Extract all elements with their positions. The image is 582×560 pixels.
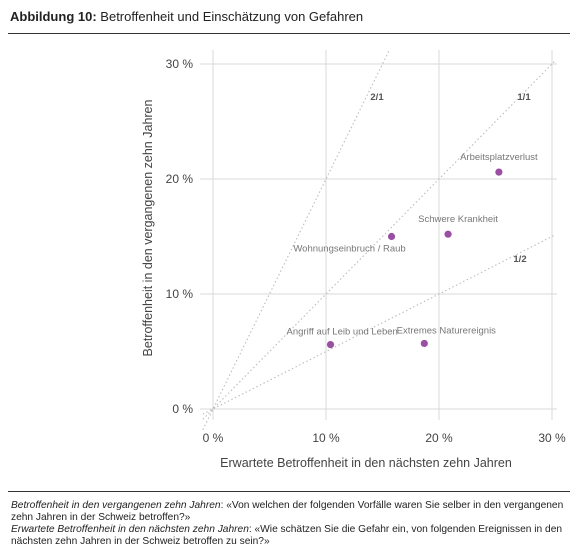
note-future-term: Erwartete Betroffenheit in den nächsten … [11,524,249,535]
note-past: Betroffenheit in den vergangenen zehn Ja… [11,500,571,524]
reference-label-1-1: 1/1 [517,92,531,103]
figure-title: Abbildung 10: Betroffenheit und Einschät… [10,9,363,24]
top-rule [8,33,570,34]
y-tick-label-20: 20 % [166,172,194,186]
y-tick-label-0: 0 % [172,402,193,416]
reference-label-1-2: 1/2 [513,254,526,265]
reference-line-1-2 [202,234,556,415]
x-axis-label: Erwartete Betroffenheit in den nächsten … [220,456,512,470]
reference-lines: 2/1 1/1 1/2 [202,49,556,430]
data-point-label-4: Extremes Naturereignis [397,325,497,336]
bottom-rule [8,491,570,492]
x-tick-label-20: 20 % [425,431,453,445]
data-point-2 [444,230,452,238]
reference-label-2-1: 2/1 [370,92,384,103]
note-past-term: Betroffenheit in den vergangenen zehn Ja… [11,500,221,511]
data-point-label-5: Angriff auf Leib und Leben [287,327,398,338]
note-future: Erwartete Betroffenheit in den nächsten … [11,524,571,548]
figure-label: Abbildung 10: [10,9,97,24]
data-point-label-1: Arbeitsplatzverlust [460,152,538,163]
reference-line-1-1 [202,60,556,420]
y-tick-label-10: 10 % [166,287,194,301]
tick-labels: 0 % 10 % 20 % 30 % 0 % 10 % 20 % 30 % [166,57,566,445]
x-tick-label-30: 30 % [538,431,566,445]
x-tick-label-0: 0 % [203,431,224,445]
data-point-5 [326,341,335,349]
data-point-label-2: Schwere Krankheit [418,214,498,225]
note-future-text: : «Wie schätzen Sie die Gefahr ein, von … [11,524,563,547]
y-tick-label-30: 30 % [166,57,194,71]
data-point-4 [420,339,428,348]
data-point-label-3: Wohnungseinbruch / Raub [293,244,405,255]
x-tick-label-10: 10 % [312,431,340,445]
data-point-3 [387,232,396,241]
data-point-1 [495,168,503,176]
reference-line-2-1 [202,49,390,430]
figure-title-text: Betroffenheit und Einschätzung von Gefah… [100,9,364,24]
y-axis-label: Betroffenheit in den vergangenen zehn Ja… [141,100,155,357]
chart-grid [200,50,557,420]
scatter-chart: 2/1 1/1 1/2 Arbeitsplatzverlust Schwere Kra… [141,49,566,470]
data-points: Arbeitsplatzverlust Schwere Krankheit Wohn… [287,152,538,349]
note-past-text: : «Von welchen der folgenden Vorfälle wa… [11,500,564,523]
figure-notes: Betroffenheit in den vergangenen zehn Ja… [11,500,571,548]
